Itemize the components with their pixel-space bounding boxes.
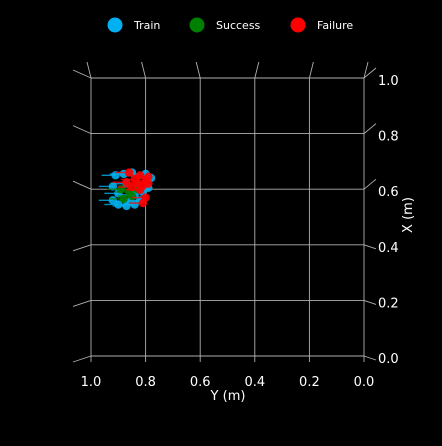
failure-point — [122, 178, 131, 187]
y-tick-label: 1.0 — [378, 74, 399, 89]
failure-point — [144, 179, 153, 188]
grid-stub-left — [72, 180, 92, 190]
y-tick-label: 0.8 — [378, 130, 399, 145]
train-point — [122, 201, 131, 211]
grid-stub-left — [72, 299, 92, 307]
y-tick-label: 0.2 — [378, 296, 399, 311]
failure-point — [138, 198, 148, 208]
grid-stub-right — [363, 178, 377, 190]
legend-label-train: Train — [133, 19, 160, 32]
y-tick-label: 0.0 — [378, 352, 399, 367]
data-points — [98, 168, 156, 211]
grid-stub-top — [141, 61, 147, 79]
success-point — [119, 194, 128, 204]
grid-stub-top — [86, 61, 92, 79]
legend-label-success: Success — [216, 19, 261, 32]
grid-stub-left — [72, 69, 92, 79]
grid-stub-right — [363, 123, 377, 134]
x-tick-label: 0.0 — [354, 375, 375, 390]
x-tick-label: 1.0 — [81, 375, 102, 390]
grid-stub-top — [363, 61, 369, 79]
train-point — [114, 200, 123, 209]
legend-marker-failure — [290, 17, 306, 33]
grid-stub-right — [363, 67, 377, 79]
failure-point — [135, 185, 145, 194]
y-axis-label: X (m) — [401, 197, 416, 233]
grid-stub-top — [254, 61, 260, 79]
legend-marker-success — [189, 17, 205, 33]
x-tick-label: 0.4 — [244, 375, 265, 390]
train-point — [130, 200, 139, 209]
y-tick-label: 0.6 — [378, 185, 399, 200]
grid-stub-left — [72, 244, 92, 252]
y-tick-label: 0.4 — [378, 241, 399, 256]
x-axis-label: Y (m) — [210, 389, 246, 404]
legend-marker-train — [107, 17, 123, 33]
grid-lines — [72, 61, 377, 363]
grid-stub-right — [363, 244, 377, 250]
grid-stub-right — [363, 355, 377, 361]
x-tick-label: 0.2 — [299, 375, 320, 390]
grid-stub-top — [195, 61, 201, 79]
grid-stub-left — [72, 355, 92, 363]
grid-stub-left — [72, 125, 92, 135]
legend-label-failure: Failure — [317, 19, 353, 32]
x-tick-label: 0.6 — [190, 375, 211, 390]
grid-stub-top — [308, 61, 314, 79]
x-tick-label: 0.8 — [135, 375, 156, 390]
tick-labels: 1.0 0.8 0.6 0.4 0.2 0.00.0 0.2 0.4 0.6 0.8 1.0 — [81, 74, 399, 390]
legend: Train Success Failure — [107, 17, 353, 33]
grid-stub-right — [363, 299, 377, 305]
